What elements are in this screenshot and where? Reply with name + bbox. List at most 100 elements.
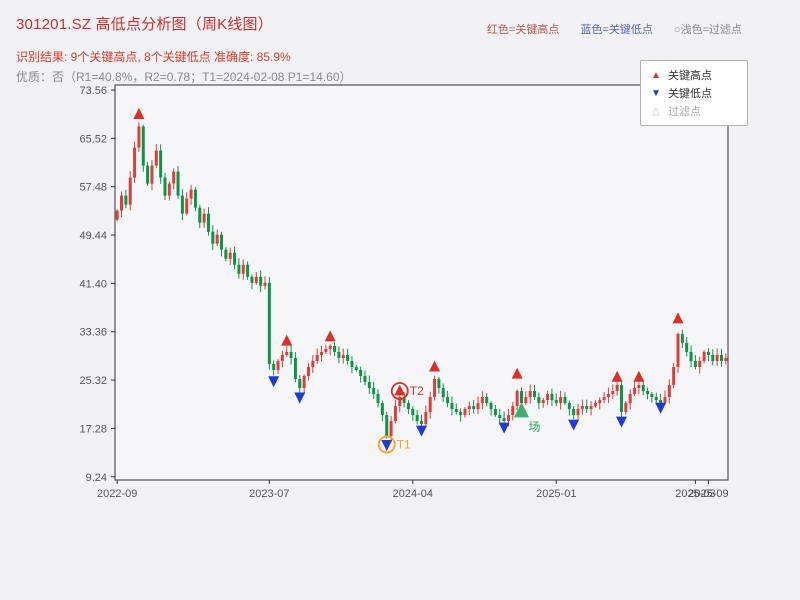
candle-body (650, 394, 654, 398)
y-tick-label: 9.24 (86, 472, 107, 484)
legend-item-filtered: △ 过滤点 (649, 102, 739, 120)
candle-body (676, 333, 680, 367)
candle-body (659, 400, 663, 404)
annotation-label: T2 (410, 384, 424, 398)
key-high-marker (133, 107, 145, 119)
candle-body (511, 406, 515, 416)
chart-legend: ▲ 关键高点 ▼ 关键低点 △ 过滤点 (640, 60, 748, 126)
candle-body (276, 360, 280, 370)
y-tick-label: 73.56 (79, 85, 107, 97)
candle-body (572, 409, 576, 416)
candle-body (433, 378, 437, 398)
key-low-marker (294, 392, 306, 404)
candle-body (306, 366, 310, 376)
candle-body (485, 397, 489, 404)
candle-body (202, 213, 206, 223)
candle-body (137, 126, 141, 148)
legend-label-key-high: 关键高点 (668, 70, 712, 82)
candle-body (480, 397, 484, 404)
candle-body (393, 406, 397, 422)
y-tick-label: 41.40 (79, 278, 107, 290)
candle-body (176, 171, 180, 196)
candle-body (254, 276, 258, 283)
candle-body (376, 394, 380, 404)
candle-body (263, 282, 267, 286)
y-tick-label: 17.28 (79, 423, 107, 435)
candle-body (324, 348, 328, 352)
entry-marker (513, 402, 529, 418)
key-high-marker (324, 330, 336, 342)
candle-body (280, 354, 284, 361)
candle-body (167, 183, 171, 196)
candle-body (554, 400, 558, 404)
candle-body (406, 403, 410, 410)
candle-body (454, 409, 458, 413)
candle-body (711, 354, 715, 361)
candle-body (550, 394, 554, 401)
candle-body (515, 391, 519, 407)
candle-body (398, 397, 402, 407)
candle-body (154, 150, 158, 166)
candle-body (402, 397, 406, 404)
candle-body (615, 385, 619, 392)
candle-body (206, 213, 210, 232)
candle-body (120, 195, 124, 211)
x-tick-label: 2024-04 (393, 488, 433, 500)
candle-body (489, 403, 493, 410)
y-tick-label: 57.48 (79, 182, 107, 194)
candle-body (628, 394, 632, 404)
filtered-triangle-icon: △ (652, 105, 660, 117)
candle-body (237, 264, 241, 274)
candle-body (228, 252, 232, 259)
candle-body (198, 207, 202, 223)
candle-body (524, 397, 528, 404)
candle-body (528, 391, 532, 398)
candle-body (341, 354, 345, 358)
candle-body (141, 126, 145, 166)
candle-body (267, 282, 271, 364)
candle-body (576, 409, 580, 416)
key-low-marker (615, 416, 627, 428)
candle-body (724, 357, 728, 361)
candle-body (619, 385, 623, 413)
candle-body (289, 351, 293, 358)
candle-body (533, 391, 537, 398)
key-low-marker (568, 419, 580, 431)
candle-body (146, 165, 150, 184)
candle-body (372, 388, 376, 395)
candle-body (646, 391, 650, 395)
candle-body (367, 382, 371, 389)
candle-body (337, 351, 341, 358)
recognition-result-text: 识别结果: 9个关键高点, 8个关键低点 准确度: 85.9% (16, 50, 291, 64)
candle-body (424, 412, 428, 425)
candle-body (172, 171, 176, 184)
candle-body (459, 412, 463, 416)
candle-body (189, 189, 193, 199)
candle-body (354, 366, 358, 370)
page-title: 301201.SZ 高低点分析图（周K线图） (16, 16, 273, 33)
candle-body (133, 147, 137, 178)
candle-body (333, 345, 337, 352)
candle-body (467, 406, 471, 410)
candle-body (380, 403, 384, 416)
candle-body (415, 415, 419, 422)
candle-body (685, 342, 689, 352)
candle-body (150, 165, 154, 184)
candle-body (472, 406, 476, 410)
candle-body (437, 378, 441, 389)
candle-body (193, 189, 197, 208)
key-high-marker (281, 334, 293, 346)
key-high-marker (429, 360, 441, 372)
candle-body (580, 406, 584, 410)
key-high-marker (394, 384, 406, 396)
candle-body (441, 388, 445, 398)
candle-body (233, 252, 237, 265)
legend-label-filtered: 过滤点 (668, 106, 701, 118)
legend-item-key-high: ▲ 关键高点 (649, 66, 739, 84)
candle-body (389, 421, 393, 437)
candle-body (680, 333, 684, 343)
x-tick-label: 2023-07 (249, 488, 289, 500)
candle-body (498, 415, 502, 419)
candle-body (311, 360, 315, 367)
